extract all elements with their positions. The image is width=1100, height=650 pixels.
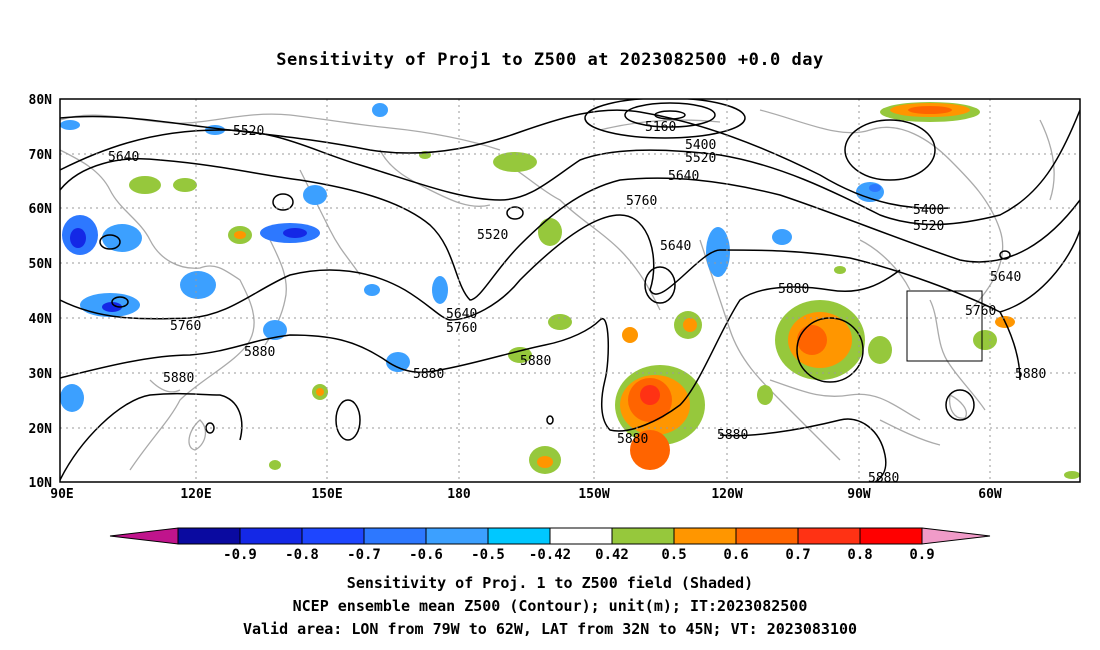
grid-lines xyxy=(60,99,1080,482)
contour-label: 5880 xyxy=(617,432,648,447)
contour-label: 5760 xyxy=(965,304,996,319)
colorbar-tick-label: -0.42 xyxy=(529,547,571,563)
lon-tick-label: 90W xyxy=(847,487,871,502)
z500-contours xyxy=(60,99,1080,482)
colorbar-tick-label: 0.9 xyxy=(909,547,934,563)
contour-label: 5520 xyxy=(913,219,944,234)
caption-line-1: Sensitivity of Proj. 1 to Z500 field (Sh… xyxy=(346,574,754,592)
latitude-labels: 80N 70N 60N 50N 40N 30N 20N 10N xyxy=(29,93,53,491)
colorbar-box xyxy=(487,527,551,545)
contour-label: 5400 xyxy=(685,138,716,153)
contour-label: 5640 xyxy=(990,270,1021,285)
lat-tick-label: 20N xyxy=(29,422,53,437)
colorbar-box xyxy=(301,527,365,545)
caption-line-2: NCEP ensemble mean Z500 (Contour); unit(… xyxy=(292,597,808,615)
colorbar-tick-label: 0.5 xyxy=(661,547,686,563)
valid-area-box xyxy=(906,290,983,362)
plot-title: Sensitivity of Proj1 to Z500 at 20230825… xyxy=(276,50,824,70)
contour-label: 5760 xyxy=(170,319,201,334)
contour-label: 5760 xyxy=(626,194,657,209)
lon-tick-label: 150W xyxy=(578,487,609,502)
lat-tick-label: 70N xyxy=(29,148,53,163)
contour-label: 5880 xyxy=(163,371,194,386)
contour-label: 5880 xyxy=(778,282,809,297)
contour-label: 5880 xyxy=(1015,367,1046,382)
lon-tick-label: 120E xyxy=(180,487,211,502)
contour-label: 5640 xyxy=(446,307,477,322)
colorbar-tick-label: 0.6 xyxy=(723,547,748,563)
colorbar-box xyxy=(549,527,613,545)
colorbar-tick-label: -0.6 xyxy=(409,547,443,563)
lat-tick-label: 10N xyxy=(29,476,53,491)
contour-labels: 5160 5400 5520 5640 5760 5400 5520 5640 … xyxy=(108,120,1046,486)
contour-label: 5640 xyxy=(660,239,691,254)
colorbar-tick-label: -0.9 xyxy=(223,547,257,563)
colorbar-tick-label: -0.8 xyxy=(285,547,319,563)
lon-tick-label: 120W xyxy=(711,487,742,502)
lat-tick-label: 60N xyxy=(29,202,53,217)
contour-label: 5880 xyxy=(868,471,899,486)
colorbar-box xyxy=(859,527,923,545)
colorbar xyxy=(109,527,991,545)
lon-tick-label: 150E xyxy=(311,487,342,502)
contour-label: 5880 xyxy=(717,428,748,443)
contour-label: 5520 xyxy=(685,151,716,166)
contour-label: 5400 xyxy=(913,203,944,218)
colorbar-labels: -0.9 -0.8 -0.7 -0.6 -0.5 -0.42 0.42 0.5 0.6 0.7 0.… xyxy=(223,547,935,563)
lon-tick-label: 60W xyxy=(978,487,1002,502)
colorbar-box xyxy=(425,527,489,545)
colorbar-arrow-high xyxy=(921,527,991,545)
contour-label: 5520 xyxy=(233,124,264,139)
lon-tick-label: 180 xyxy=(447,487,471,502)
lat-tick-label: 40N xyxy=(29,312,53,327)
caption-line-3: Valid area: LON from 79W to 62W, LAT fro… xyxy=(242,620,858,638)
colorbar-box xyxy=(611,527,675,545)
lat-tick-label: 30N xyxy=(29,367,53,382)
lat-tick-label: 80N xyxy=(29,93,53,108)
coastlines xyxy=(60,109,1055,471)
colorbar-box xyxy=(797,527,861,545)
map-frame xyxy=(59,98,1081,483)
contour-label: 5880 xyxy=(413,367,444,382)
colorbar-box xyxy=(177,527,241,545)
contour-label: 5760 xyxy=(446,321,477,336)
lon-tick-label: 90E xyxy=(50,487,73,502)
colorbar-tick-label: 0.42 xyxy=(595,547,629,563)
longitude-labels: 90E 120E 150E 180 150W 120W 90W 60W xyxy=(50,487,1002,502)
contour-label: 5160 xyxy=(645,120,676,135)
colorbar-box xyxy=(673,527,737,545)
colorbar-tick-label: -0.7 xyxy=(347,547,381,563)
colorbar-arrow-low xyxy=(109,527,179,545)
colorbar-box xyxy=(239,527,303,545)
contour-label: 5640 xyxy=(108,150,139,165)
contour-label: 5880 xyxy=(520,354,551,369)
colorbar-box xyxy=(363,527,427,545)
contour-label: 5520 xyxy=(477,228,508,243)
contour-label: 5640 xyxy=(668,169,699,184)
colorbar-box xyxy=(735,527,799,545)
colorbar-tick-label: -0.5 xyxy=(471,547,505,563)
contour-label: 5880 xyxy=(244,345,275,360)
colorbar-tick-label: 0.7 xyxy=(785,547,810,563)
colorbar-tick-label: 0.8 xyxy=(847,547,872,563)
lat-tick-label: 50N xyxy=(29,257,53,272)
